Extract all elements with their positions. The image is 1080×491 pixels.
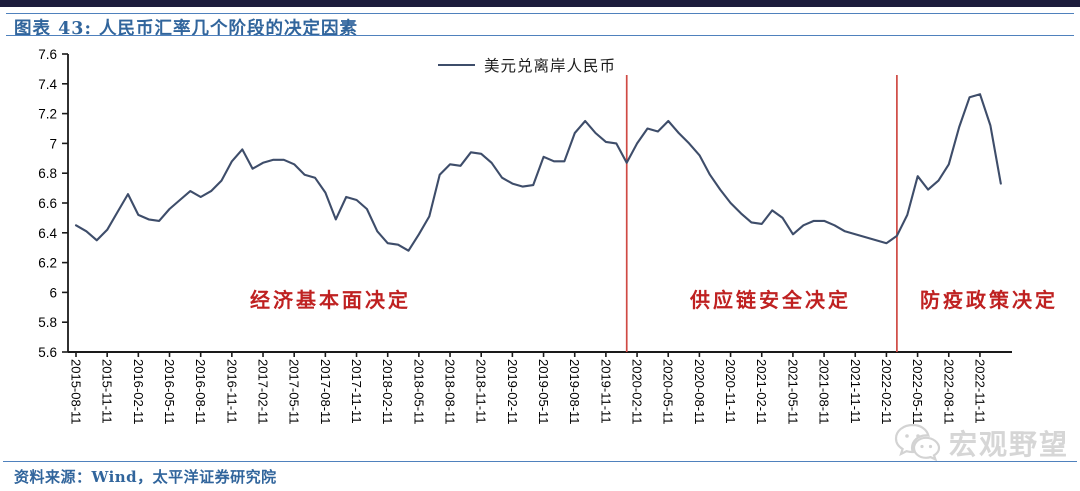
x-tick-label: 2017-08-11 — [318, 359, 333, 425]
x-tick-label: 2015-11-11 — [100, 359, 115, 424]
x-tick-label: 2015-08-11 — [69, 359, 84, 425]
x-tick-label: 2017-11-11 — [349, 359, 364, 424]
x-tick-label: 2021-11-11 — [848, 359, 863, 424]
x-tick-label: 2019-11-11 — [598, 359, 613, 424]
y-tick-label: 6.6 — [38, 196, 57, 211]
annotation-economic-fundamentals: 经济基本面决定 — [250, 288, 411, 312]
y-tick-label: 6 — [49, 285, 57, 300]
annotation-pandemic-policy: 防疫政策决定 — [920, 288, 1058, 312]
x-tick-label: 2018-02-11 — [380, 359, 395, 425]
x-tick-label: 2017-02-11 — [256, 359, 271, 425]
source-note: 资料来源：Wind，太平洋证券研究院 — [14, 468, 277, 486]
y-tick-label: 7.2 — [38, 107, 57, 122]
footer-divider — [3, 461, 1077, 462]
x-tick-label: 2018-08-11 — [443, 359, 458, 425]
x-tick-label: 2018-05-11 — [411, 359, 426, 425]
x-tick-label: 2022-08-11 — [941, 359, 956, 425]
legend-line-swatch — [438, 64, 475, 66]
x-tick-label: 2020-05-11 — [661, 359, 676, 425]
header-divider-top — [6, 13, 1074, 14]
y-tick-label: 7.6 — [38, 47, 57, 62]
y-tick-label: 5.8 — [38, 315, 57, 330]
x-tick-label: 2022-02-11 — [879, 359, 894, 425]
x-tick-label: 2022-11-11 — [972, 359, 987, 424]
y-tick-label: 6.2 — [38, 256, 57, 271]
watermark: 宏观野望 — [893, 421, 1069, 465]
x-tick-label: 2020-02-11 — [630, 359, 645, 425]
x-tick-label: 2018-11-11 — [474, 359, 489, 424]
legend: 美元兑离岸人民币 — [438, 54, 616, 76]
usdcnh-series-line — [74, 93, 1002, 252]
y-tick-label: 6.8 — [38, 166, 57, 181]
x-tick-label: 2022-05-11 — [910, 359, 925, 425]
x-tick-label: 2019-05-11 — [536, 359, 551, 425]
y-tick-label: 7 — [49, 136, 57, 151]
annotation-supply-chain-security: 供应链安全决定 — [690, 288, 851, 312]
x-tick-label: 2021-05-11 — [785, 359, 800, 425]
x-tick-label: 2021-02-11 — [754, 359, 769, 425]
y-tick-label: 5.6 — [38, 345, 57, 360]
wechat-icon — [894, 423, 941, 462]
y-tick-label: 6.4 — [38, 226, 57, 241]
top-border-bar — [0, 0, 1080, 7]
x-tick-label: 2020-11-11 — [723, 359, 738, 424]
x-tick-label: 2020-08-11 — [692, 359, 707, 425]
x-tick-label: 2019-08-11 — [567, 359, 582, 425]
header-divider-bottom — [6, 35, 1074, 36]
x-tick-label: 2016-11-11 — [224, 359, 239, 424]
watermark-text: 宏观野望 — [949, 428, 1070, 461]
x-tick-label: 2017-05-11 — [287, 359, 302, 425]
x-tick-label: 2019-02-11 — [505, 359, 520, 425]
x-tick-label: 2016-05-11 — [162, 359, 177, 425]
figure-title: 图表 43: 人民币汇率几个阶段的决定因素 — [14, 19, 358, 39]
x-tick-label: 2021-08-11 — [817, 359, 832, 425]
legend-label: 美元兑离岸人民币 — [484, 57, 617, 75]
x-tick-label: 2016-08-11 — [193, 359, 208, 425]
y-tick-label: 7.4 — [38, 77, 57, 92]
x-tick-label: 2016-02-11 — [131, 359, 146, 425]
